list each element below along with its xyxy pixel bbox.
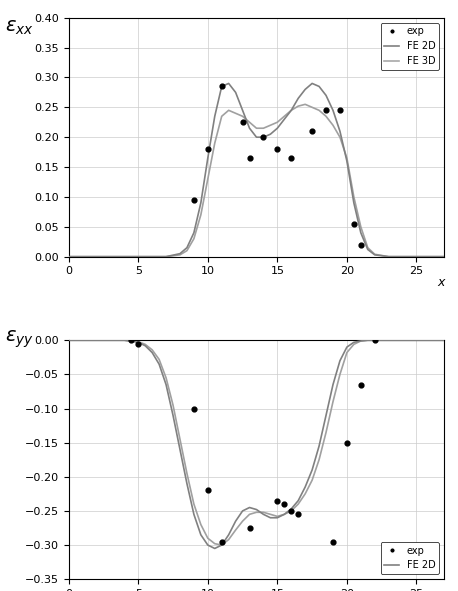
Point (260, 132, 267, 142)
Text: x: x (437, 276, 444, 289)
Point (329, 537, 337, 546)
Point (274, 144, 281, 154)
Point (218, 82, 225, 91)
Point (218, 537, 225, 546)
Point (128, 336, 135, 345)
Text: $\varepsilon_{yy}$: $\varepsilon_{yy}$ (5, 329, 34, 350)
Point (357, 380, 365, 389)
Point (190, 195, 197, 204)
Point (288, 154, 295, 163)
Point (357, 240, 365, 249)
Point (190, 404, 197, 413)
Text: $\varepsilon_{xx}$: $\varepsilon_{xx}$ (5, 18, 33, 37)
Point (322, 106, 330, 115)
Point (336, 106, 344, 115)
Point (239, 118, 246, 127)
Point (281, 499, 288, 509)
Point (204, 144, 212, 154)
Point (288, 506, 295, 515)
Point (308, 126, 316, 136)
Point (371, 336, 378, 345)
Point (246, 523, 253, 532)
Point (294, 509, 302, 519)
Point (135, 339, 142, 349)
Point (350, 219, 358, 229)
Legend: exp, FE 2D: exp, FE 2D (381, 542, 439, 574)
Point (343, 438, 350, 447)
Point (204, 486, 212, 495)
Point (274, 496, 281, 505)
Point (246, 154, 253, 163)
Legend: exp, FE 2D, FE 3D: exp, FE 2D, FE 3D (381, 22, 439, 70)
